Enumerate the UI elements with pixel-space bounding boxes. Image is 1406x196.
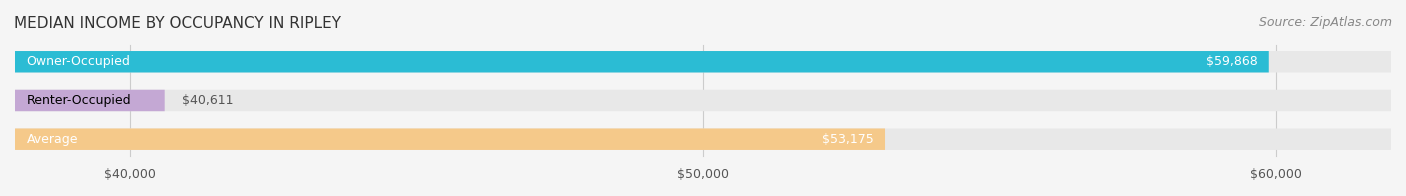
Text: MEDIAN INCOME BY OCCUPANCY IN RIPLEY: MEDIAN INCOME BY OCCUPANCY IN RIPLEY (14, 16, 342, 31)
Text: Average: Average (27, 133, 77, 146)
FancyBboxPatch shape (15, 90, 1391, 111)
Text: $40,611: $40,611 (181, 94, 233, 107)
Text: Renter-Occupied: Renter-Occupied (27, 94, 131, 107)
Text: $53,175: $53,175 (823, 133, 873, 146)
FancyBboxPatch shape (15, 51, 1268, 73)
FancyBboxPatch shape (15, 51, 1391, 73)
FancyBboxPatch shape (15, 90, 165, 111)
Text: $59,868: $59,868 (1205, 55, 1257, 68)
Text: Owner-Occupied: Owner-Occupied (27, 55, 131, 68)
FancyBboxPatch shape (15, 129, 884, 150)
FancyBboxPatch shape (15, 129, 1391, 150)
Text: Source: ZipAtlas.com: Source: ZipAtlas.com (1258, 16, 1392, 29)
